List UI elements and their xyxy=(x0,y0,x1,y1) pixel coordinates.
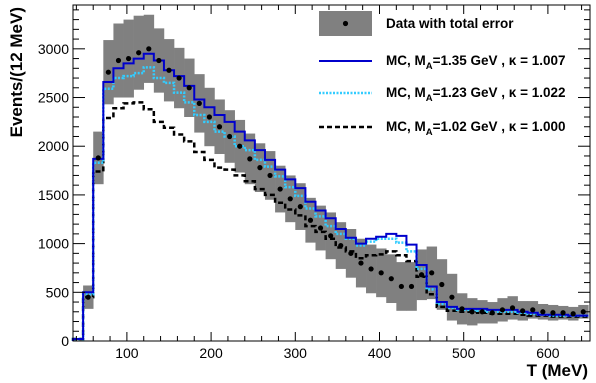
legend-data-label: Data with total error xyxy=(386,16,514,31)
y-axis-ticks: 0 500 1000 1500 2000 2500 3000 xyxy=(38,9,590,349)
data-point xyxy=(530,307,536,313)
x-axis-ticks: 100 200 300 400 500 600 xyxy=(75,5,583,361)
mc-step-line-mc1 xyxy=(72,52,589,341)
data-point xyxy=(125,55,132,62)
data-point xyxy=(429,270,435,276)
data-point xyxy=(499,307,506,313)
data-point xyxy=(146,46,152,52)
data-point xyxy=(317,225,324,231)
mc-step-line-mc2 xyxy=(71,66,589,341)
legend-data-marker xyxy=(342,20,349,27)
data-point xyxy=(550,310,556,316)
data-point xyxy=(267,172,273,179)
data-point xyxy=(570,311,576,317)
data-marker-layer xyxy=(85,46,586,317)
legend-mc2-sub: A xyxy=(426,93,433,104)
data-point xyxy=(348,250,354,256)
data-point xyxy=(307,217,314,223)
data-point xyxy=(378,270,384,276)
data-point xyxy=(368,266,374,272)
x-tick-label: 100 xyxy=(115,345,139,361)
legend-mc1-tail: =1.35 GeV , κ = 1.007 xyxy=(433,53,566,68)
data-point xyxy=(227,133,233,140)
data-point xyxy=(186,85,192,91)
data-point xyxy=(388,276,394,282)
legend-mc1-sub: A xyxy=(426,61,433,72)
data-point xyxy=(398,283,404,290)
data-point xyxy=(95,155,101,161)
legend-mc1-text: MC, M xyxy=(386,53,426,68)
data-point xyxy=(418,272,425,278)
data-point xyxy=(257,165,263,171)
x-axis-title: T (MeV) xyxy=(527,361,588,380)
data-point xyxy=(277,186,283,192)
data-point xyxy=(287,196,293,202)
y-tick-label: 500 xyxy=(46,284,70,300)
plot-frame xyxy=(72,4,591,342)
x-tick-label: 400 xyxy=(368,345,392,361)
legend-mc2-tail: =1.23 GeV , κ = 1.022 xyxy=(433,85,566,100)
legend-mc3-text: MC, M xyxy=(386,119,426,134)
data-point xyxy=(85,294,91,300)
data-point xyxy=(176,75,182,81)
x-tick-label: 300 xyxy=(284,345,308,361)
data-point xyxy=(115,57,122,64)
data-point xyxy=(216,124,223,130)
data-point xyxy=(520,308,526,314)
legend-mc3-label: MC, MA=1.02 GeV , κ = 1.000 xyxy=(386,119,566,138)
y-tick-label: 2000 xyxy=(38,138,69,154)
legend-mc2-text: MC, M xyxy=(386,85,426,100)
data-point xyxy=(196,100,202,106)
x-tick-label: 200 xyxy=(199,345,223,361)
data-point xyxy=(469,309,475,315)
data-point xyxy=(408,283,415,290)
legend: Data with total error MC, MA=1.35 GeV , … xyxy=(319,11,566,138)
data-point xyxy=(338,242,344,249)
legend-mc1-label: MC, MA=1.35 GeV , κ = 1.007 xyxy=(386,53,566,72)
data-point xyxy=(560,310,566,316)
data-point xyxy=(237,143,243,149)
data-point xyxy=(509,305,516,311)
data-point xyxy=(136,50,142,56)
y-tick-label: 0 xyxy=(61,333,69,349)
data-point xyxy=(540,309,546,315)
data-point xyxy=(449,294,455,300)
y-tick-label: 1500 xyxy=(38,187,69,203)
y-tick-label: 1000 xyxy=(38,236,69,252)
legend-mc3-tail: =1.02 GeV , κ = 1.000 xyxy=(433,119,566,134)
data-point xyxy=(247,156,253,162)
y-tick-label: 2500 xyxy=(38,90,69,106)
mc-series-layer xyxy=(71,52,589,341)
legend-mc3-sub: A xyxy=(426,127,433,138)
x-tick-label: 600 xyxy=(536,345,560,361)
data-point xyxy=(297,204,303,210)
data-point xyxy=(105,69,111,75)
y-axis-title: Events/(12 MeV) xyxy=(7,7,26,137)
data-point xyxy=(479,309,485,315)
y-tick-label: 3000 xyxy=(38,41,69,57)
data-point xyxy=(459,306,465,312)
data-point xyxy=(328,233,334,239)
data-point xyxy=(166,67,172,73)
legend-mc2-label: MC, MA=1.23 GeV , κ = 1.022 xyxy=(386,85,566,104)
data-point xyxy=(358,260,364,266)
data-point xyxy=(156,57,162,64)
data-point xyxy=(580,309,586,315)
data-point xyxy=(206,114,213,120)
data-point xyxy=(489,310,495,316)
data-point xyxy=(439,281,445,288)
x-tick-label: 500 xyxy=(452,345,476,361)
